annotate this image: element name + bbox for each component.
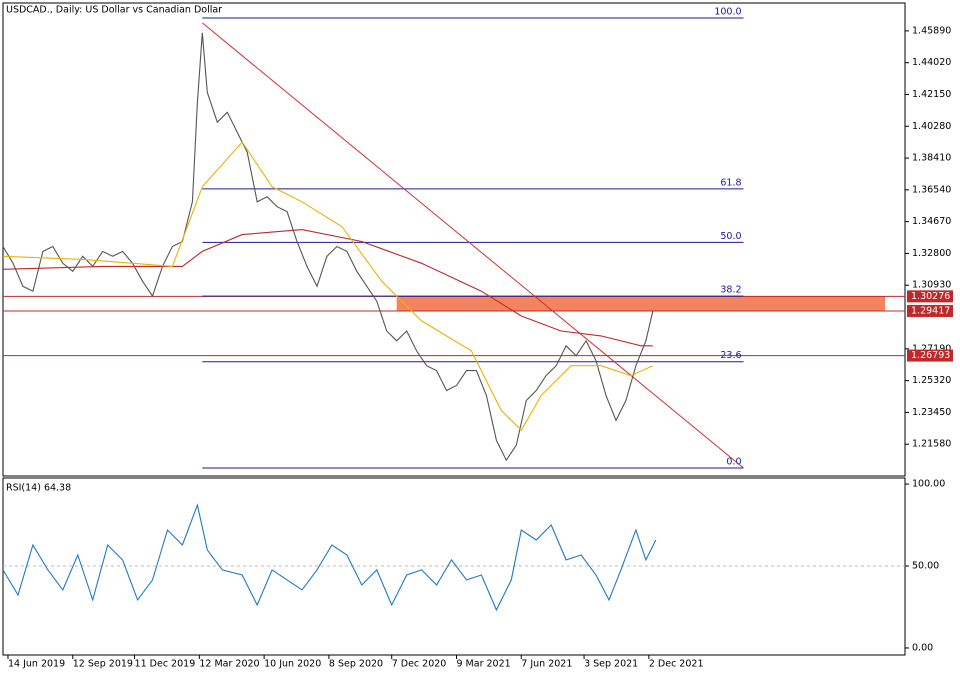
y-tick-label: 1.36540 [912,184,951,195]
fib-label: 50.0 [720,231,741,242]
x-tick-label: 3 Sep 2021 [584,659,638,670]
level-label: 1.30276 [911,291,950,302]
fib-label: 100.0 [714,6,741,17]
x-tick-label: 14 Jun 2019 [8,659,65,670]
y-tick-label: 1.32800 [912,248,951,259]
series-line [2,141,654,432]
zone [396,296,886,311]
y-tick-label: 1.42150 [912,89,951,100]
level-label: 1.29417 [911,305,950,316]
fib-label: 61.8 [720,177,741,188]
x-tick-label: 9 Mar 2021 [456,659,510,670]
chart-title: USDCAD., Daily: US Dollar vs Canadian Do… [6,5,222,16]
x-tick-label: 7 Jun 2021 [521,659,572,670]
y-tick-label: 1.40280 [912,121,951,132]
series-line [2,32,654,462]
y-tick-label: 1.30930 [912,280,951,291]
y-tick-label: 1.34670 [912,216,951,227]
x-tick-label: 12 Mar 2020 [199,659,259,670]
fib-label: 38.2 [720,285,741,296]
series-line [2,229,653,347]
fib-label: 23.6 [720,350,741,361]
y-tick-label: 1.27190 [912,343,951,354]
main-frame [2,2,906,477]
rsi-title: RSI(14) 64.38 [6,483,71,494]
x-tick-label: 8 Sep 2020 [329,659,383,670]
fib-label: 0.0 [726,457,741,468]
y-tick-label: 0.00 [912,642,933,653]
y-tick-label: 50.00 [912,561,939,572]
level-tag [907,349,953,362]
level-tag [907,290,953,303]
y-tick-label: 1.44020 [912,57,951,68]
x-tick-label: 12 Sep 2019 [73,659,133,670]
y-tick-label: 1.38410 [912,153,951,164]
x-tick-label: 2 Dec 2021 [649,659,704,670]
y-tick-label: 1.45890 [912,25,951,36]
x-tick-label: 7 Dec 2020 [392,659,447,670]
trendline [202,22,744,469]
level-tag [907,304,953,317]
y-tick-label: 100.00 [912,479,945,490]
y-tick-label: 1.25320 [912,375,951,386]
x-tick-label: 11 Dec 2019 [135,659,196,670]
x-tick-label: 10 Jun 2020 [264,659,321,670]
series-line [2,503,657,612]
y-tick-label: 1.21580 [912,439,951,450]
level-label: 1.26793 [911,350,950,361]
y-tick-label: 1.23450 [912,407,951,418]
